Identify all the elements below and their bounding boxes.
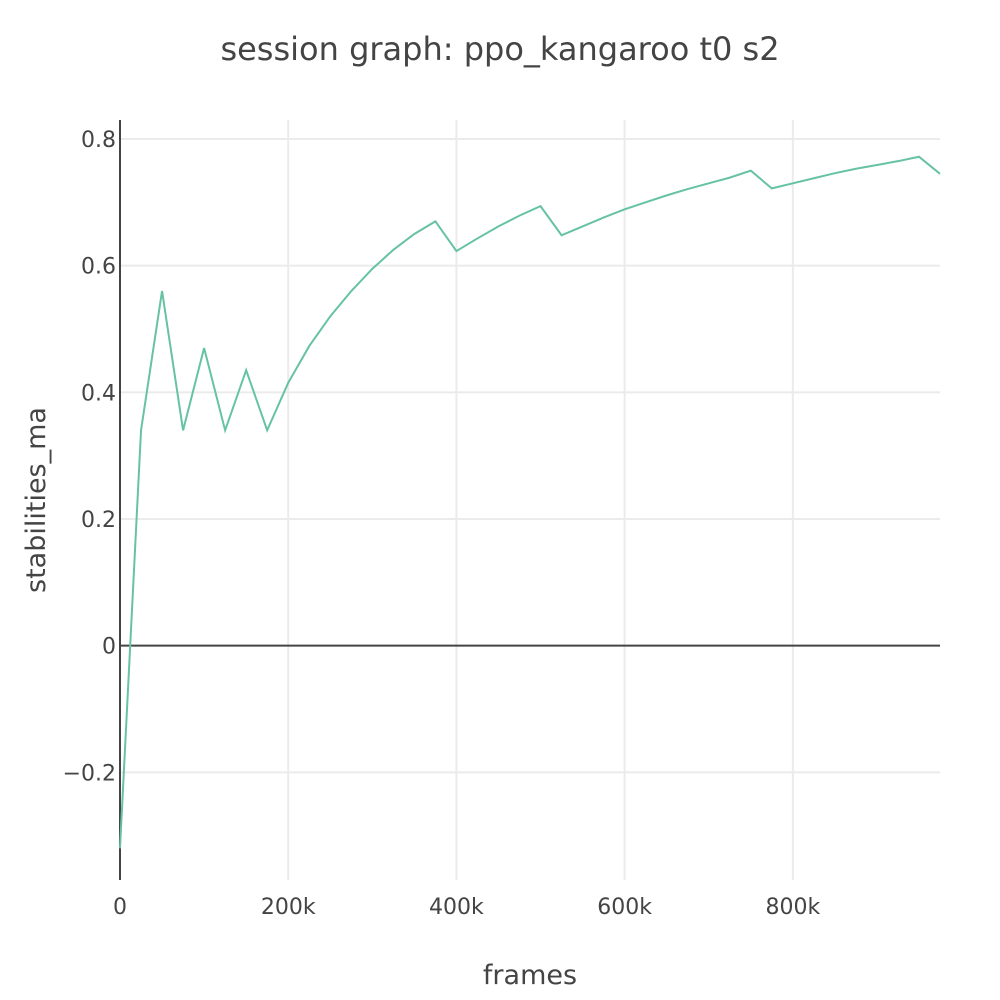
y-tick-label: 0: [102, 635, 116, 660]
y-axis-label: stabilities_ma: [21, 407, 52, 593]
series-layer: [119, 155, 941, 849]
grid-layer: [120, 120, 940, 880]
x-tick-label: 200k: [261, 895, 316, 920]
axis-layer: [119, 120, 940, 880]
x-tick-label: 400k: [429, 895, 484, 920]
tick-layer: 0 200k 400k 600k 800k −0.2 0 0.2 0.4 0.6 0.8: [63, 128, 821, 920]
x-tick-label: 600k: [597, 895, 652, 920]
x-tick-label: 800k: [765, 895, 820, 920]
chart-title: session graph: ppo_kangaroo t0 s2: [220, 30, 779, 68]
y-tick-label: 0.2: [81, 508, 116, 533]
y-tick-label: 0.6: [81, 255, 116, 280]
series-line: [119, 155, 941, 849]
x-axis-label: frames: [483, 960, 577, 991]
y-tick-label: 0.4: [81, 381, 116, 406]
x-tick-label: 0: [113, 895, 127, 920]
y-tick-label: −0.2: [63, 761, 116, 786]
y-tick-label: 0.8: [81, 128, 116, 153]
